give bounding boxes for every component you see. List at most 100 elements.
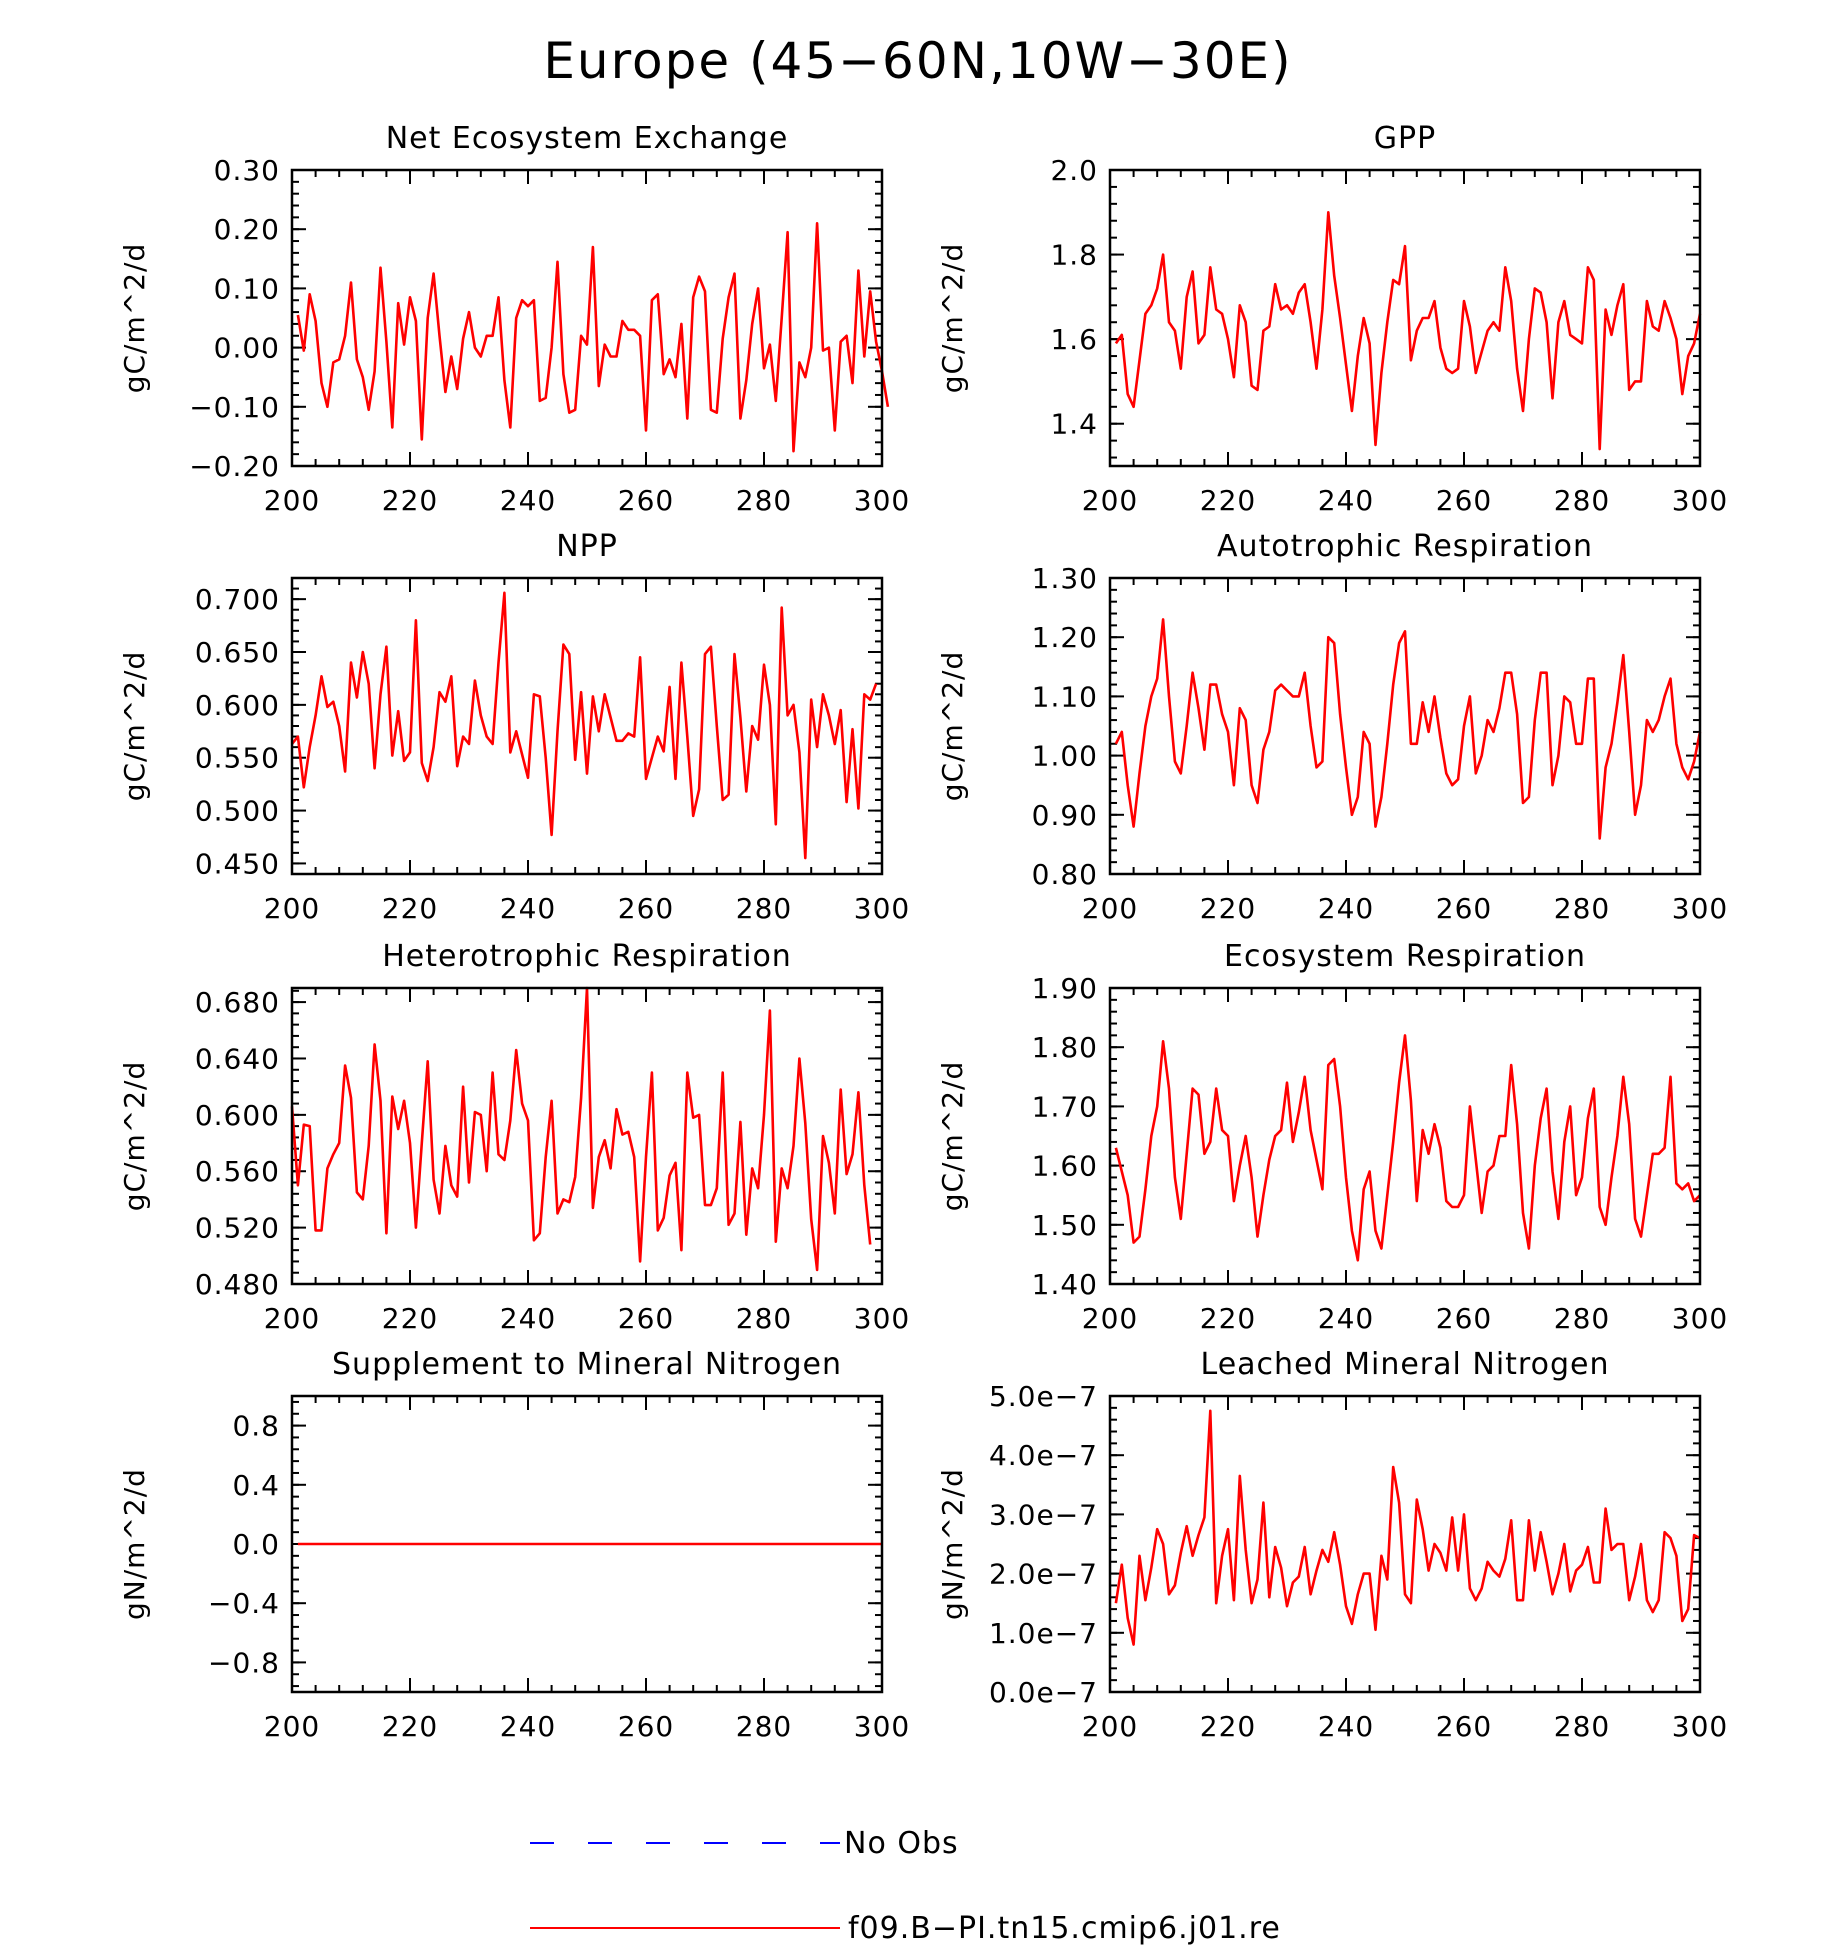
y-axis-label: gC/m^2/d	[936, 1061, 969, 1212]
x-tick-label: 220	[1200, 1302, 1256, 1335]
x-tick-label: 240	[500, 484, 556, 517]
series-line	[290, 591, 878, 860]
y-axis-label: gN/m^2/d	[118, 1468, 151, 1620]
x-tick-label: 220	[1200, 1710, 1256, 1743]
y-tick-label: 0.600	[195, 689, 280, 722]
plot-frame	[290, 168, 884, 468]
y-tick-label: 0.10	[214, 272, 280, 305]
legend-label-model: f09.B−PI.tn15.cmip6.j01.re	[848, 1911, 1281, 1946]
plot-frame	[1108, 576, 1702, 876]
y-tick-label: 1.60	[1032, 1150, 1098, 1183]
y-tick-label: −0.8	[208, 1646, 280, 1679]
x-tick-label: 300	[854, 1302, 910, 1335]
figure-title: Europe (45−60N,10W−30E)	[543, 32, 1292, 90]
y-tick-label: 0.480	[195, 1268, 280, 1301]
x-tick-label: 300	[854, 892, 910, 925]
x-tick-label: 220	[1200, 892, 1256, 925]
x-tick-label: 280	[736, 892, 792, 925]
y-tick-label: 1.20	[1032, 621, 1098, 654]
x-tick-label: 300	[854, 1710, 910, 1743]
y-tick-label: 0.640	[195, 1042, 280, 1075]
panel-0: Net Ecosystem Exchange gC/m^2/d 200 220 240 2…	[118, 121, 909, 517]
x-tick-label: 240	[1318, 1710, 1374, 1743]
panel-6: Supplement to Mineral Nitrogen gN/m^2/d 20…	[118, 1347, 910, 1743]
y-tick-label: 0.500	[195, 795, 280, 828]
panel-title: Ecosystem Respiration	[1224, 939, 1586, 974]
y-tick-label: 1.30	[1032, 562, 1098, 595]
y-tick-label: 0.700	[195, 583, 280, 616]
y-tick-label: −0.20	[189, 450, 280, 483]
y-tick-label: 0.0	[232, 1528, 280, 1561]
x-tick-label: 280	[1554, 1302, 1610, 1335]
y-tick-label: 2.0e−7	[989, 1558, 1098, 1591]
y-tick-label: 1.80	[1032, 1031, 1098, 1064]
x-tick-label: 240	[1318, 484, 1374, 517]
x-tick-label: 260	[1436, 1710, 1492, 1743]
y-tick-label: −0.10	[189, 391, 280, 424]
panel-title: Net Ecosystem Exchange	[386, 121, 789, 156]
x-tick-label: 280	[1554, 484, 1610, 517]
x-tick-label: 260	[618, 1710, 674, 1743]
y-tick-label: 0.30	[214, 154, 280, 187]
y-tick-label: 0.00	[214, 332, 280, 365]
x-tick-label: 260	[618, 892, 674, 925]
x-tick-label: 260	[618, 1302, 674, 1335]
x-tick-label: 260	[1436, 484, 1492, 517]
x-tick-label: 240	[1318, 1302, 1374, 1335]
y-tick-label: 0.80	[1032, 858, 1098, 891]
series-line	[1114, 618, 1702, 840]
panel-2: NPP gC/m^2/d 200 220 240 260 280 300 0.450 0.500 0…	[118, 529, 910, 925]
x-tick-label: 200	[1082, 1710, 1138, 1743]
y-tick-label: 0.450	[195, 847, 280, 880]
x-tick-label: 300	[1672, 1302, 1728, 1335]
y-tick-label: 4.0e−7	[989, 1439, 1098, 1472]
y-tick-label: 1.90	[1032, 972, 1098, 1005]
panel-3: Autotrophic Respiration gC/m^2/d 200 220 240…	[936, 529, 1728, 925]
x-tick-label: 260	[1436, 892, 1492, 925]
plot-frame	[290, 986, 884, 1286]
x-tick-label: 240	[500, 1302, 556, 1335]
x-tick-label: 260	[1436, 1302, 1492, 1335]
y-axis-label: gN/m^2/d	[936, 1468, 969, 1620]
panel-title: NPP	[556, 529, 618, 564]
y-tick-label: 0.550	[195, 742, 280, 775]
y-tick-label: 1.4	[1050, 408, 1098, 441]
plot-frame	[1108, 986, 1702, 1286]
panel-4: Heterotrophic Respiration gC/m^2/d 200 220 2…	[118, 939, 910, 1335]
x-tick-label: 240	[1318, 892, 1374, 925]
x-tick-label: 220	[382, 484, 438, 517]
y-tick-label: 1.0e−7	[989, 1617, 1098, 1650]
series-line	[296, 222, 890, 453]
panel-title: Heterotrophic Respiration	[382, 939, 792, 974]
x-tick-label: 200	[264, 484, 320, 517]
y-tick-label: 1.40	[1032, 1268, 1098, 1301]
y-tick-label: 0.0e−7	[989, 1676, 1098, 1709]
x-tick-label: 200	[264, 892, 320, 925]
y-tick-label: 0.20	[214, 213, 280, 246]
y-tick-label: 2.0	[1050, 154, 1098, 187]
panel-title: Autotrophic Respiration	[1217, 529, 1593, 564]
x-tick-label: 300	[1672, 484, 1728, 517]
x-tick-label: 240	[500, 892, 556, 925]
legend: No Obs f09.B−PI.tn15.cmip6.j01.re	[530, 1826, 1281, 1946]
plot-frame	[1108, 168, 1702, 468]
plot-frame	[1108, 1394, 1702, 1694]
x-tick-label: 200	[1082, 484, 1138, 517]
series-line	[1114, 211, 1702, 451]
y-tick-label: 0.4	[232, 1469, 280, 1502]
y-tick-label: 0.680	[195, 986, 280, 1019]
x-tick-label: 280	[736, 1302, 792, 1335]
y-axis-label: gC/m^2/d	[936, 243, 969, 394]
y-tick-label: 0.90	[1032, 799, 1098, 832]
x-tick-label: 300	[1672, 892, 1728, 925]
x-tick-label: 200	[1082, 1302, 1138, 1335]
y-axis-label: gC/m^2/d	[118, 651, 151, 802]
panel-title: Supplement to Mineral Nitrogen	[332, 1347, 842, 1382]
panels: Net Ecosystem Exchange gC/m^2/d 200 220 240 2…	[118, 121, 1728, 1743]
x-tick-label: 300	[1672, 1710, 1728, 1743]
plot-frame	[290, 1394, 884, 1694]
panel-5: Ecosystem Respiration gC/m^2/d 200 220 240 26…	[936, 939, 1728, 1335]
x-tick-label: 220	[1200, 484, 1256, 517]
x-tick-label: 220	[382, 1302, 438, 1335]
